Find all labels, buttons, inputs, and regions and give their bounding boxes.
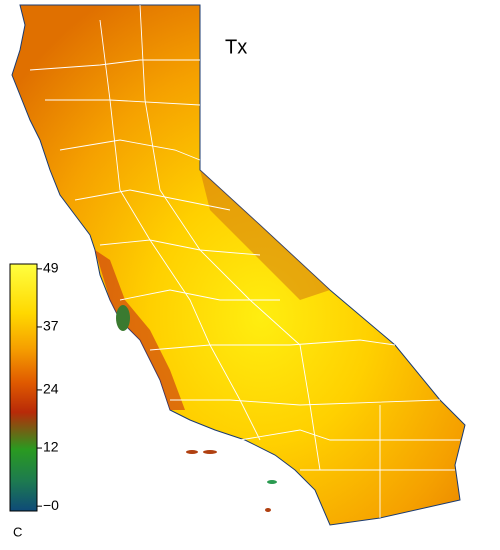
state-outline [11,4,466,526]
colorbar-unit: C [13,524,22,539]
county-line [99,239,261,256]
county-line [149,339,396,351]
colorbar-tick-label: 49 [43,260,59,276]
map-title: Tx [225,36,247,58]
county-line [29,59,200,71]
county-line [59,139,201,161]
county-line [170,399,441,406]
island [267,480,277,484]
island [203,450,217,454]
county-line [99,19,261,441]
county-line [139,4,321,471]
islands [186,450,277,512]
county-lines [29,4,460,518]
california-map [11,4,466,526]
island [186,450,198,454]
colorbar-tick-label: 12 [43,439,59,455]
coastal-band [95,250,185,410]
colorbar [9,263,38,512]
sierra-band [200,170,330,300]
colorbar-tick-label: 24 [43,381,59,397]
county-line [74,189,231,211]
island [265,508,271,512]
cool-spot [116,305,130,331]
colorbar-tick-label: 37 [43,318,59,334]
colorbar-tick-label: −0 [43,497,59,513]
